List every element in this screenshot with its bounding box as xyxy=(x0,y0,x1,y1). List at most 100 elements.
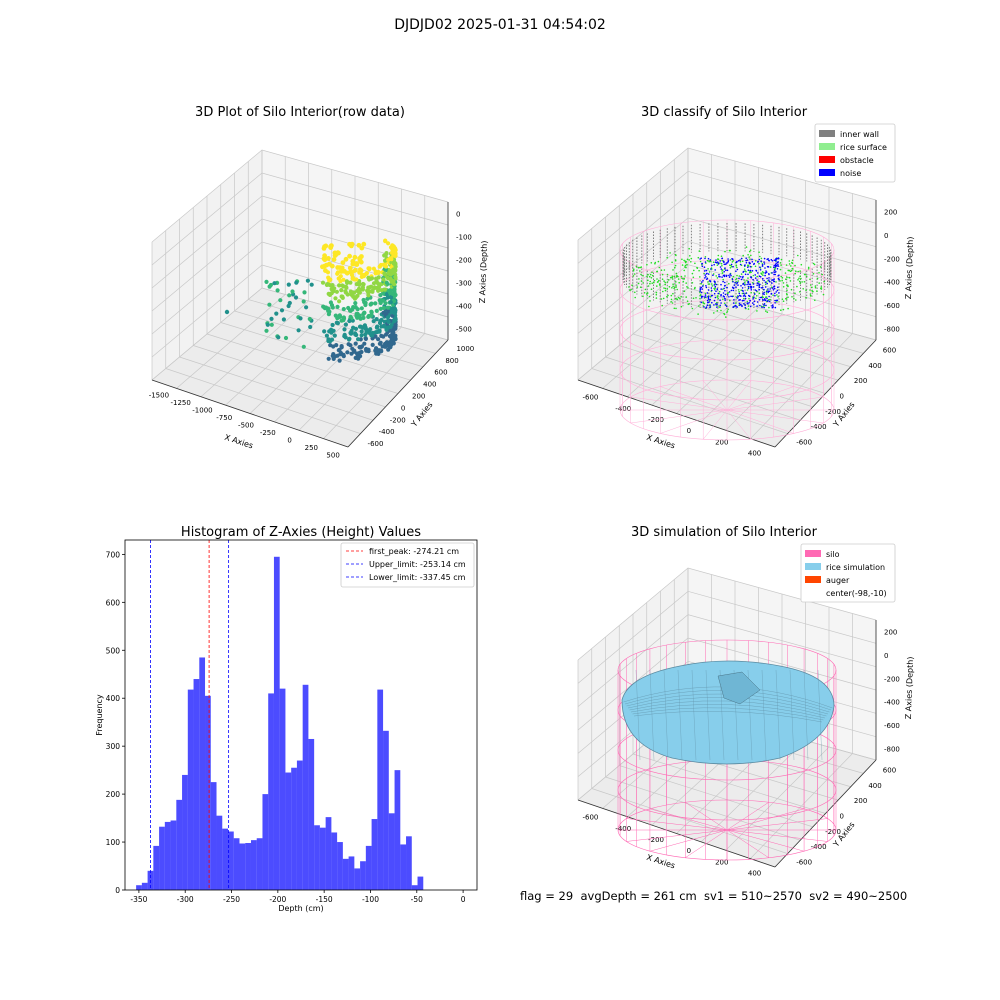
rice-surface-point xyxy=(651,274,654,277)
scatter-point xyxy=(344,279,349,284)
noise-point xyxy=(718,275,720,278)
scatter-point xyxy=(349,241,355,247)
rice-surface-point xyxy=(718,290,721,293)
rice-surface-point xyxy=(797,270,799,273)
noise-point xyxy=(718,273,720,276)
scatter-point xyxy=(304,305,309,310)
noise-point xyxy=(758,298,761,301)
rice-surface-point xyxy=(760,257,763,260)
noise-point xyxy=(762,304,765,306)
rice-surface-point xyxy=(675,272,678,275)
noise-point xyxy=(700,286,703,289)
scatter-point xyxy=(337,283,342,288)
histogram-bar xyxy=(291,767,297,890)
rice-surface-point xyxy=(676,288,678,291)
noise-point xyxy=(774,302,776,304)
scatter-point xyxy=(389,279,394,284)
noise-point xyxy=(773,264,776,267)
noise-point xyxy=(756,284,758,287)
chart-title: Histogram of Z-Axies (Height) Values xyxy=(181,525,421,540)
x-tick-label: -500 xyxy=(238,422,254,430)
noise-point xyxy=(777,275,779,277)
legend-swatch xyxy=(805,563,821,570)
surface-mesh-line xyxy=(677,669,683,761)
noise-point xyxy=(728,296,730,298)
scatter-point xyxy=(371,319,376,324)
silo-wireframe xyxy=(649,829,728,852)
histogram-bar xyxy=(268,693,274,890)
rice-surface-point xyxy=(711,285,714,287)
rice-surface-point xyxy=(740,273,743,275)
histogram-bar xyxy=(273,556,280,890)
rice-surface-point xyxy=(735,265,738,267)
rice-surface-point xyxy=(822,293,825,296)
rice-surface-point xyxy=(634,291,636,294)
noise-point xyxy=(715,283,718,286)
rice-surface-point xyxy=(744,281,746,284)
noise-point xyxy=(710,287,713,289)
silo-wireframe xyxy=(726,802,769,831)
noise-point xyxy=(756,305,758,307)
histogram-bar xyxy=(377,689,384,890)
noise-point xyxy=(723,270,725,273)
scatter-point xyxy=(264,279,269,284)
scatter-point xyxy=(326,276,331,281)
scatter-point xyxy=(322,257,328,263)
x-tick-label: -350 xyxy=(130,895,147,904)
scatter-point xyxy=(337,265,343,270)
legend-swatch xyxy=(819,130,835,137)
legend-swatch xyxy=(819,156,835,163)
noise-point xyxy=(745,292,748,294)
noise-point xyxy=(758,286,761,289)
scatter-point xyxy=(382,253,387,258)
rice-surface-point xyxy=(648,295,651,298)
noise-point xyxy=(775,291,777,293)
scatter-point xyxy=(274,311,279,316)
noise-point xyxy=(766,277,768,280)
rice-surface-point xyxy=(709,260,712,263)
noise-point xyxy=(739,259,741,261)
surface-dip xyxy=(717,671,761,705)
noise-point xyxy=(724,293,727,296)
noise-point xyxy=(744,304,746,306)
rice-surface-point xyxy=(640,273,642,276)
noise-point xyxy=(749,262,751,265)
noise-point xyxy=(768,260,770,262)
noise-point xyxy=(749,265,752,268)
scatter-point xyxy=(393,274,398,280)
noise-point xyxy=(717,292,720,295)
noise-point xyxy=(758,258,761,261)
scatter-point xyxy=(328,245,334,251)
y-tick-label: 0 xyxy=(840,813,844,821)
rice-surface-point xyxy=(814,299,816,302)
silo-wireframe xyxy=(726,409,752,440)
rice-surface-point xyxy=(807,266,810,269)
rice-surface-point xyxy=(803,273,806,276)
rice-surface-point xyxy=(818,282,820,284)
scatter-point xyxy=(330,353,335,359)
rice-surface-point xyxy=(709,296,712,298)
scatter-point xyxy=(322,253,327,259)
rice-surface-point xyxy=(692,276,695,279)
rice-surface-point xyxy=(745,246,748,248)
rice-surface-point xyxy=(685,282,687,284)
rice-surface-point xyxy=(722,269,724,271)
rice-surface-point xyxy=(765,310,767,312)
rice-surface-point xyxy=(661,278,664,281)
rice-surface-point xyxy=(788,260,791,262)
histogram-bar xyxy=(406,836,412,890)
noise-point xyxy=(773,286,775,288)
rice-surface-point xyxy=(672,269,674,271)
noise-point xyxy=(705,286,708,289)
rice-surface-point xyxy=(779,262,782,264)
rice-surface-point xyxy=(793,297,795,300)
noise-point xyxy=(753,296,755,299)
noise-point xyxy=(763,288,765,291)
noise-point xyxy=(713,292,716,295)
rice-surface-point xyxy=(780,258,783,261)
y-tick-label: -200 xyxy=(825,828,841,836)
noise-point xyxy=(777,257,780,260)
scatter-point xyxy=(338,314,343,319)
rice-surface-point xyxy=(741,292,744,295)
rice-surface-point xyxy=(656,278,658,280)
